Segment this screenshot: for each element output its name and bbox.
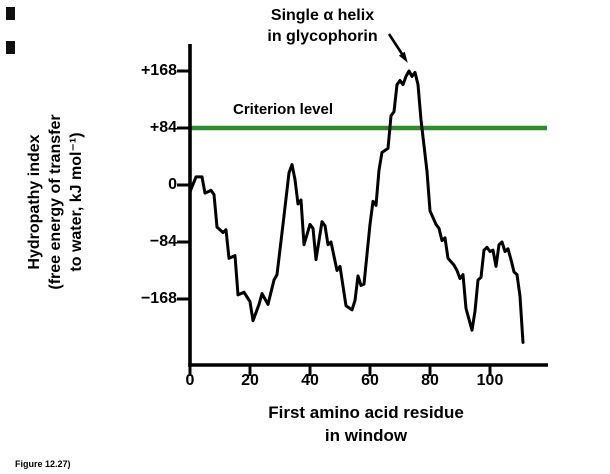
peak-annotation-line-1: Single α helix [270, 7, 375, 24]
x-axis-title: First amino acid residue in window [210, 401, 522, 447]
x-tick-label-20: 20 [241, 372, 259, 389]
criterion-level-label: Criterion level [233, 101, 334, 118]
peak-annotation-line-2: in glycophorin [267, 28, 378, 45]
figure-caption: Figure 12.27) [15, 459, 71, 469]
x-tick-label-0: 0 [185, 372, 195, 389]
x-axis-title-line-2: in window [324, 426, 408, 445]
x-axis-title-line-1: First amino acid residue [268, 403, 464, 422]
peak-annotation: Single α helix in glycophorin [230, 5, 415, 47]
y-axis-title-line-3: to water, kJ mol⁻¹) [68, 132, 85, 272]
y-tick-label-neg84: −84 [149, 233, 177, 250]
y-axis-title-line-1: Hydropathy index [26, 134, 43, 270]
x-tick-label-80: 80 [421, 372, 439, 389]
y-tick-label-pos168: +168 [140, 62, 177, 79]
x-tick-label-60: 60 [361, 372, 379, 389]
annotation-arrow-head [398, 51, 408, 63]
x-tick-label-40: 40 [301, 372, 319, 389]
decorative-mark-1 [6, 7, 15, 20]
y-tick-label-neg168: −168 [140, 290, 177, 307]
annotation-arrow-shaft [387, 33, 406, 58]
y-tick-label-zero: 0 [168, 176, 177, 193]
y-tick-label-pos84: +84 [149, 119, 177, 136]
hydropathy-curve [188, 69, 525, 344]
y-axis-title-line-2: (free energy of transfer [47, 114, 64, 290]
y-axis-title: Hydropathy index (free energy of transfe… [24, 37, 90, 367]
decorative-mark-2 [6, 41, 15, 54]
x-tick-label-100: 100 [476, 372, 504, 389]
